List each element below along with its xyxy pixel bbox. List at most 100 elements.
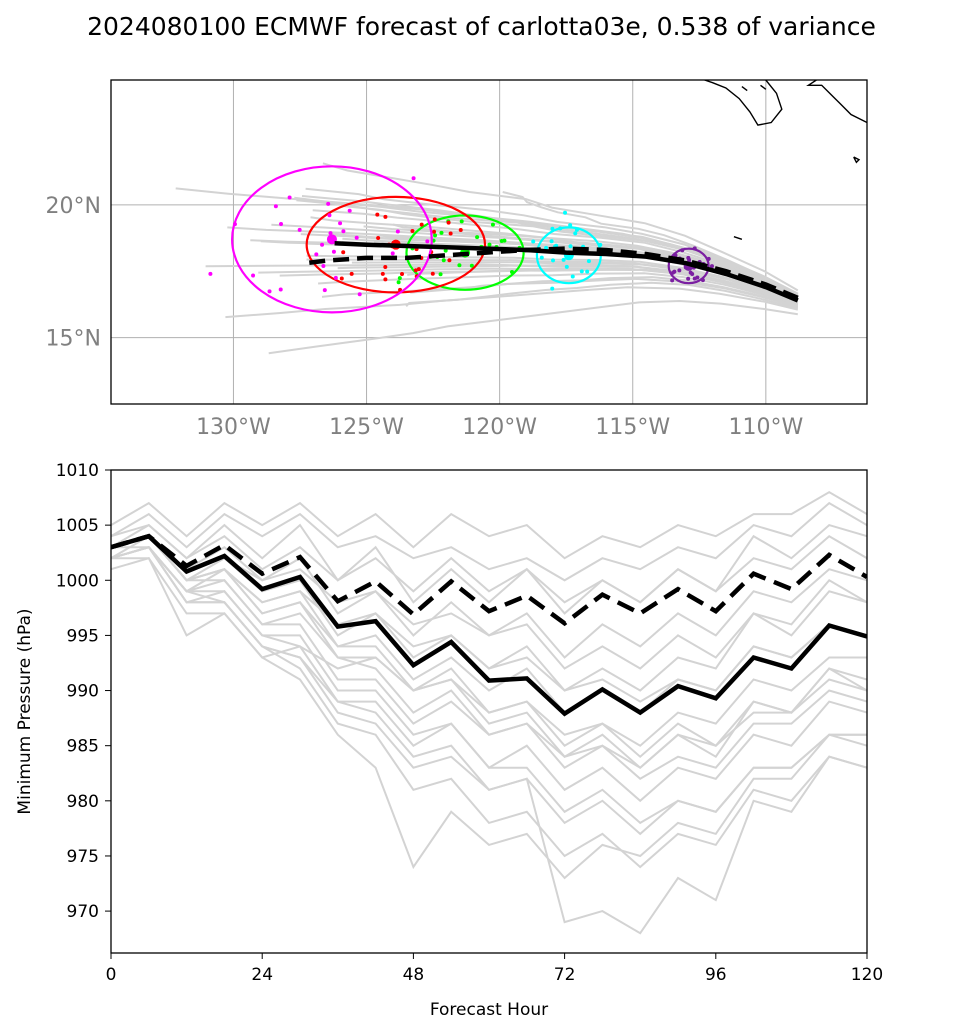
ensemble-position-dot <box>267 289 272 294</box>
coastline <box>806 80 867 124</box>
ensemble-position-dot <box>564 264 569 269</box>
ensemble-pressure-line <box>111 535 867 769</box>
ensemble-track <box>312 209 799 298</box>
ensemble-track <box>318 272 799 307</box>
ensemble-position-dot <box>328 231 333 236</box>
ensemble-position-dot <box>287 195 292 200</box>
ensemble-pressure-line <box>111 546 867 935</box>
y-tick-label: 970 <box>67 902 99 922</box>
ensemble-pressure-line <box>111 535 867 770</box>
ensemble-position-dot <box>331 249 336 254</box>
x-axis-label: Forecast Hour <box>430 1000 548 1020</box>
ensemble-position-dot <box>425 239 430 244</box>
map-plot-area <box>175 80 867 355</box>
ensemble-position-dot <box>443 248 448 253</box>
ensemble-track <box>225 286 799 319</box>
ensemble-position-dot <box>341 250 346 255</box>
ensemble-position-dot <box>487 242 492 247</box>
y-tick-label: 995 <box>67 626 99 646</box>
ensemble-position-dot <box>320 242 325 247</box>
ensemble-position-dot <box>347 208 352 213</box>
ensemble-pressure-line <box>111 557 867 759</box>
ensemble-position-dot <box>375 212 380 217</box>
ensemble-position-dot <box>354 235 359 240</box>
uncertainty-ellipse <box>667 247 710 285</box>
ensemble-position-dot <box>327 213 332 218</box>
solid-mean-pressure-line <box>111 533 867 717</box>
ensemble-position-dot <box>376 235 381 240</box>
ensemble-position-dot <box>544 245 549 250</box>
ensemble-position-dot <box>531 239 536 244</box>
map-x-tick-label: 110°W <box>728 415 803 440</box>
ensemble-position-dot <box>502 238 507 243</box>
ensemble-position-dot <box>410 229 415 234</box>
uncertainty-ellipse <box>231 165 433 314</box>
ensemble-position-dot <box>469 263 474 268</box>
ensemble-position-dot <box>585 269 590 274</box>
map-y-tick-label: 20°N <box>46 194 101 219</box>
map-x-tick-label: 120°W <box>462 415 537 440</box>
solid-mean-track <box>334 241 799 303</box>
ensemble-pressure-line <box>111 546 867 803</box>
ensemble-position-dot <box>670 278 675 283</box>
ensemble-position-dot <box>672 269 677 274</box>
ensemble-position-dot <box>709 264 714 269</box>
ensemble-position-dot <box>539 255 544 260</box>
ensemble-track <box>175 187 799 295</box>
ensemble-position-dot <box>411 176 416 181</box>
ensemble-position-dot <box>551 258 556 263</box>
ensemble-track <box>268 299 798 355</box>
coastline <box>704 80 783 126</box>
dashed-mean-track <box>305 246 799 300</box>
ensemble-position-dot <box>339 276 344 281</box>
ensemble-position-dot <box>686 255 691 260</box>
x-tick-label: 0 <box>106 965 117 985</box>
ensemble-position-dot <box>396 280 401 285</box>
ensemble-track <box>310 216 799 299</box>
ensemble-pressure-line <box>111 490 867 560</box>
ensemble-position-dot <box>400 272 405 277</box>
ensemble-position-dot <box>395 229 400 234</box>
y-tick-label: 1000 <box>56 571 99 591</box>
ensemble-position-dot <box>446 220 451 225</box>
ensemble-position-dot <box>338 221 343 226</box>
ensemble-position-dot <box>459 219 464 224</box>
ensemble-position-dot <box>475 235 480 240</box>
ensemble-pressure-line <box>111 546 867 825</box>
ensemble-position-dot <box>457 263 462 268</box>
ensemble-position-dot <box>695 275 700 280</box>
ensemble-position-dot <box>579 269 584 274</box>
uncertainty-ellipse <box>305 195 487 294</box>
y-axis-label: Minimum Pressure (hPa) <box>15 608 35 814</box>
pressure-frame <box>110 469 868 954</box>
x-tick-label: 72 <box>554 965 576 985</box>
ensemble-position-dot <box>441 258 446 263</box>
y-tick-label: 980 <box>67 792 99 812</box>
ensemble-position-dot <box>432 217 437 222</box>
ensemble-position-dot <box>419 222 424 227</box>
ensemble-track <box>341 204 799 297</box>
ensemble-position-dot <box>549 239 554 244</box>
ensemble-position-dot <box>326 201 331 206</box>
ensemble-position-dot <box>349 271 354 276</box>
pressure-chart-panel: 0 24 48 72 96 120 970 975 980 985 990 995 1000 1005 10… <box>15 461 883 1020</box>
ensemble-pressure-line <box>111 557 867 880</box>
coastline <box>853 156 861 164</box>
map-y-tick-label: 15°N <box>46 327 101 352</box>
map-frame <box>110 79 868 405</box>
ellipse-center-dot <box>326 234 337 245</box>
ensemble-position-dot <box>278 287 283 292</box>
ensemble-position-dot <box>586 259 591 264</box>
ensemble-position-dot <box>273 204 278 209</box>
ensemble-track <box>301 195 799 296</box>
ensemble-pressure-line <box>111 535 867 703</box>
ensemble-position-dot <box>314 252 319 257</box>
x-tick-label: 120 <box>851 965 883 985</box>
ensemble-position-dot <box>341 229 346 234</box>
ensemble-position-dot <box>279 222 284 227</box>
coastline <box>760 84 767 90</box>
ensemble-position-dot <box>439 230 444 235</box>
x-tick-label: 96 <box>705 965 727 985</box>
ensemble-position-dot <box>690 272 695 277</box>
